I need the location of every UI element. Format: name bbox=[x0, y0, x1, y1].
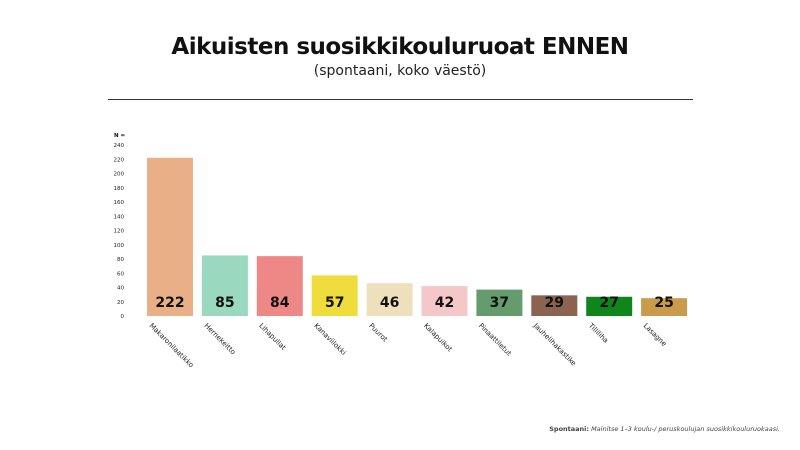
footnote: Spontaani: Mainitse 1–3 koulu-/ peruskou… bbox=[549, 425, 780, 433]
y-tick-label: 140 bbox=[114, 214, 125, 220]
x-category-label: Tilliliha bbox=[586, 321, 610, 345]
y-tick-label: 60 bbox=[117, 271, 124, 277]
bar-value-label: 42 bbox=[435, 295, 454, 311]
y-tick-label: 200 bbox=[114, 172, 125, 178]
y-tick-label: 160 bbox=[114, 200, 125, 206]
bar bbox=[256, 256, 303, 316]
y-tick-label: 0 bbox=[121, 314, 125, 320]
bar bbox=[311, 275, 358, 316]
x-category-label: Lasagne bbox=[642, 322, 668, 348]
bar-value-label: 25 bbox=[654, 295, 673, 311]
y-axis-ticks: 0 20 40 60 80 100 120 140 160 180 200 220 240 bbox=[114, 143, 125, 320]
x-category-label: Lihapullat bbox=[257, 322, 287, 352]
bar bbox=[531, 295, 578, 316]
y-tick-label: 20 bbox=[117, 300, 124, 306]
bar bbox=[201, 255, 248, 316]
y-tick-label: 240 bbox=[114, 143, 125, 149]
bar-value-label: 46 bbox=[380, 295, 399, 311]
bar-value-label: 29 bbox=[545, 295, 564, 311]
bars-group: 222 85 84 57 46 42 37 29 27 25 bbox=[147, 157, 688, 316]
y-tick-label: 180 bbox=[114, 186, 125, 192]
bar-value-label: 85 bbox=[215, 295, 234, 311]
bar-value-label: 37 bbox=[490, 295, 509, 311]
bar bbox=[421, 286, 468, 316]
footnote-label: Spontaani: bbox=[549, 425, 589, 433]
title-divider bbox=[108, 99, 693, 100]
bar bbox=[366, 283, 413, 316]
bar bbox=[476, 289, 523, 316]
y-tick-label: 120 bbox=[114, 229, 125, 235]
x-category-label: Kanaviilokki bbox=[312, 322, 347, 357]
x-category-label: Hernekeitto bbox=[202, 322, 237, 357]
chart-title: Aikuisten suosikkikouluruoat ENNEN bbox=[171, 34, 629, 60]
chart-subtitle: (spontaani, koko väestö) bbox=[313, 63, 487, 79]
bar-value-label: 57 bbox=[325, 295, 344, 311]
bar-value-label: 84 bbox=[270, 295, 290, 311]
x-category-label: Jauhelihakastike bbox=[531, 321, 578, 368]
y-axis-label: N = bbox=[114, 133, 126, 139]
x-axis-labels: Makaronilaatikko Hernekeitto Lihapullat Kan… bbox=[148, 321, 668, 369]
y-tick-label: 80 bbox=[117, 257, 124, 263]
y-tick-label: 220 bbox=[114, 157, 125, 163]
bar-value-label: 27 bbox=[599, 295, 618, 311]
bar bbox=[586, 296, 633, 316]
x-category-label: Makaronilaatikko bbox=[148, 322, 196, 370]
x-category-label: Puurot bbox=[367, 322, 389, 344]
bar bbox=[641, 298, 688, 316]
bar-value-label: 222 bbox=[155, 295, 184, 311]
footnote-text: Mainitse 1–3 koulu-/ peruskoulujan suosi… bbox=[591, 425, 780, 433]
x-category-label: Pinaattiletut bbox=[477, 322, 513, 358]
y-tick-label: 40 bbox=[117, 286, 124, 292]
x-category-label: Kalapuikot bbox=[422, 322, 454, 354]
bar bbox=[147, 157, 193, 316]
y-tick-label: 100 bbox=[114, 243, 125, 249]
